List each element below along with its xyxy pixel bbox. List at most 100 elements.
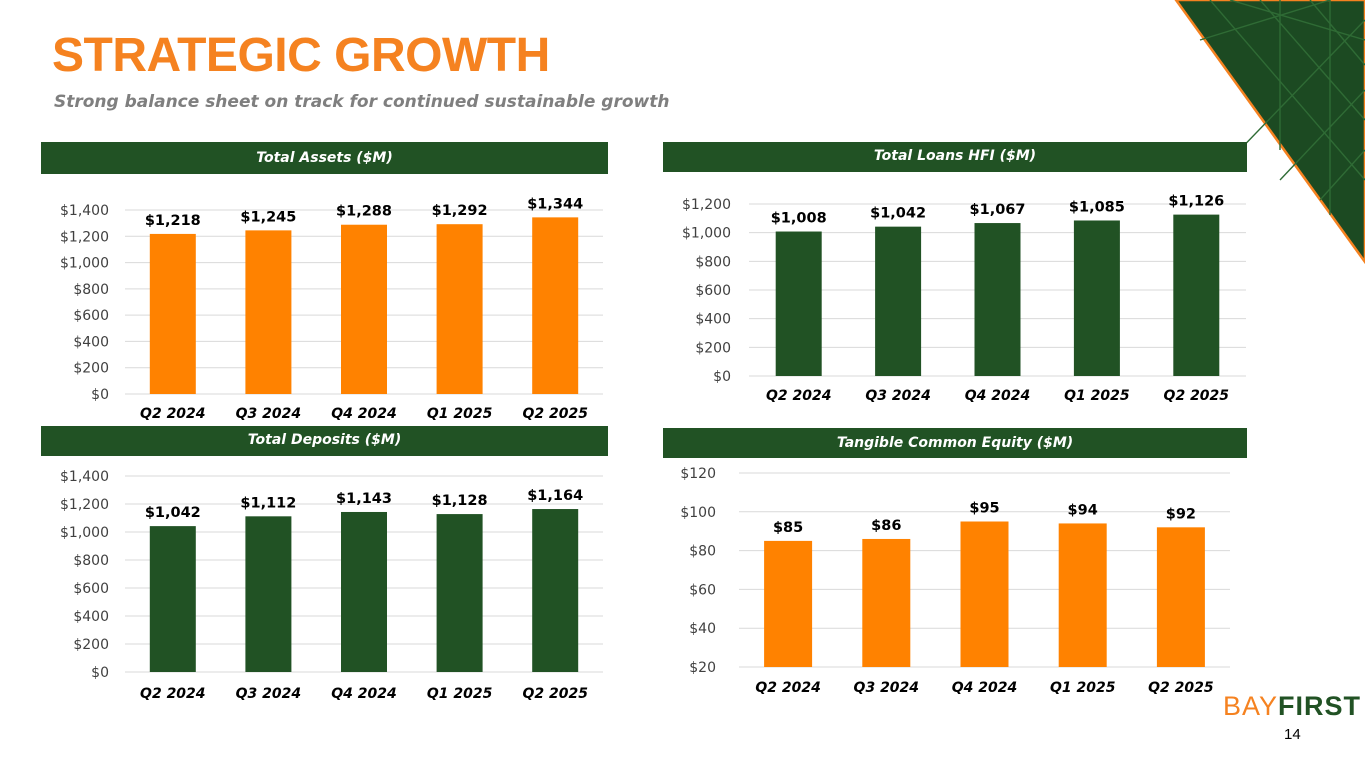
y-tick-label: $80 bbox=[689, 544, 716, 560]
bar bbox=[245, 230, 292, 394]
x-category-label: Q2 2024 bbox=[755, 680, 820, 696]
y-tick-label: $400 bbox=[73, 334, 109, 350]
total-assets-chart: $0 $200 $400 $600 $800 $1,000 $1,200 $1,400 $1,2… bbox=[60, 196, 603, 422]
data-label: $1,143 bbox=[336, 491, 392, 507]
y-tick-label: $1,000 bbox=[60, 256, 109, 272]
data-label: $94 bbox=[1068, 502, 1098, 518]
bar bbox=[532, 509, 579, 672]
data-label: $86 bbox=[871, 518, 901, 534]
y-tick-label: $1,400 bbox=[60, 203, 109, 219]
x-category-label: Q2 2025 bbox=[522, 686, 588, 702]
data-label: $1,042 bbox=[145, 505, 201, 521]
y-tick-label: $1,200 bbox=[60, 497, 109, 513]
x-category-label: Q4 2024 bbox=[331, 686, 396, 702]
x-category-label: Q3 2024 bbox=[854, 680, 919, 696]
x-category-label: Q3 2024 bbox=[865, 388, 930, 404]
data-label: $1,292 bbox=[432, 203, 488, 219]
y-tick-label: $120 bbox=[680, 466, 716, 482]
bar bbox=[1073, 220, 1120, 376]
bar bbox=[436, 514, 483, 672]
y-tick-label: $600 bbox=[73, 308, 109, 324]
x-category-label: Q2 2024 bbox=[140, 406, 205, 422]
bar bbox=[862, 538, 911, 667]
data-label: $1,128 bbox=[432, 493, 488, 509]
y-tick-label: $400 bbox=[695, 312, 731, 328]
y-tick-label: $1,200 bbox=[60, 229, 109, 245]
bayfirst-logo: BAYFIRST bbox=[1223, 691, 1361, 722]
data-label: $1,164 bbox=[527, 488, 583, 504]
y-tick-label: $400 bbox=[73, 609, 109, 625]
bar bbox=[532, 217, 579, 394]
x-category-label: Q4 2024 bbox=[965, 388, 1030, 404]
y-tick-label: $600 bbox=[73, 581, 109, 597]
x-category-label: Q3 2024 bbox=[236, 686, 301, 702]
x-category-label: Q2 2025 bbox=[1164, 388, 1230, 404]
x-category-label: Q2 2025 bbox=[1148, 680, 1214, 696]
total-deposits-header: Total Deposits ($M) bbox=[41, 426, 608, 456]
y-tick-label: $800 bbox=[73, 553, 109, 569]
y-tick-label: $60 bbox=[689, 582, 716, 598]
bar bbox=[1173, 214, 1220, 376]
bar bbox=[974, 223, 1021, 376]
y-tick-label: $800 bbox=[695, 254, 731, 270]
data-label: $1,245 bbox=[240, 209, 296, 225]
decorative-triangle-pattern bbox=[1174, 0, 1365, 265]
data-label: $1,126 bbox=[1168, 194, 1224, 210]
y-tick-label: $100 bbox=[680, 505, 716, 521]
total-assets-panel: Total Assets ($M) $0 $200 $400 $600 $800 $1,0… bbox=[41, 142, 608, 424]
total-loans-header: Total Loans HFI ($M) bbox=[663, 142, 1247, 172]
data-label: $85 bbox=[773, 520, 803, 536]
y-tick-label: $800 bbox=[73, 282, 109, 298]
total-assets-header: Total Assets ($M) bbox=[41, 142, 608, 174]
bar bbox=[149, 526, 196, 672]
data-label: $1,218 bbox=[145, 213, 201, 229]
total-deposits-panel: Total Deposits ($M) $0 $200 $400 $600 $800 $1… bbox=[41, 426, 608, 708]
page-subtitle: Strong balance sheet on track for contin… bbox=[54, 92, 670, 112]
y-tick-label: $1,000 bbox=[60, 525, 109, 541]
y-tick-label: $0 bbox=[91, 387, 109, 403]
bar bbox=[875, 226, 922, 376]
y-tick-label: $40 bbox=[689, 621, 716, 637]
data-label: $1,008 bbox=[771, 211, 827, 227]
y-tick-label: $200 bbox=[695, 340, 731, 356]
y-tick-label: $1,200 bbox=[682, 197, 731, 213]
y-tick-label: $0 bbox=[713, 369, 731, 385]
y-tick-label: $1,400 bbox=[60, 469, 109, 485]
x-category-label: Q1 2025 bbox=[1064, 388, 1130, 404]
total-deposits-chart: $0 $200 $400 $600 $800 $1,000 $1,200 $1,400 $1,0… bbox=[60, 469, 603, 702]
bar bbox=[960, 521, 1009, 667]
bar bbox=[775, 231, 822, 376]
bar bbox=[436, 224, 483, 394]
x-category-label: Q1 2025 bbox=[1050, 680, 1116, 696]
page-number: 14 bbox=[1284, 726, 1301, 743]
x-category-label: Q4 2024 bbox=[331, 406, 396, 422]
tangible-equity-header: Tangible Common Equity ($M) bbox=[663, 428, 1247, 458]
total-loans-panel: Total Loans HFI ($M) $0 $200 $400 $600 $800 $… bbox=[663, 142, 1247, 412]
bar bbox=[764, 540, 813, 667]
bar bbox=[341, 511, 387, 672]
x-category-label: Q2 2024 bbox=[140, 686, 205, 702]
bar bbox=[245, 516, 292, 672]
y-tick-label: $1,000 bbox=[682, 226, 731, 242]
tangible-equity-panel: Tangible Common Equity ($M) $20 $40 $60 $80… bbox=[663, 428, 1247, 710]
y-tick-label: $200 bbox=[73, 637, 109, 653]
data-label: $95 bbox=[969, 501, 999, 517]
data-label: $1,042 bbox=[870, 206, 926, 222]
y-tick-label: $200 bbox=[73, 361, 109, 377]
total-loans-chart: $0 $200 $400 $600 $800 $1,000 $1,200 $1,008 Q2 2… bbox=[682, 194, 1246, 404]
bar bbox=[149, 233, 196, 394]
data-label: $92 bbox=[1166, 506, 1196, 522]
x-category-label: Q1 2025 bbox=[427, 406, 493, 422]
page-title: STRATEGIC GROWTH bbox=[52, 29, 550, 82]
data-label: $1,067 bbox=[970, 202, 1026, 218]
bar bbox=[1058, 523, 1107, 667]
logo-text-bay: BAY bbox=[1223, 691, 1279, 721]
y-tick-label: $600 bbox=[695, 283, 731, 299]
y-tick-label: $0 bbox=[91, 665, 109, 681]
tangible-equity-chart: $20 $40 $60 $80 $100 $120 $85 Q2 2024 $86 Q3 2024… bbox=[680, 466, 1230, 696]
x-category-label: Q3 2024 bbox=[236, 406, 301, 422]
data-label: $1,344 bbox=[527, 196, 583, 212]
x-category-label: Q2 2024 bbox=[766, 388, 831, 404]
data-label: $1,085 bbox=[1069, 199, 1125, 215]
logo-text-first: FIRST bbox=[1278, 691, 1362, 721]
